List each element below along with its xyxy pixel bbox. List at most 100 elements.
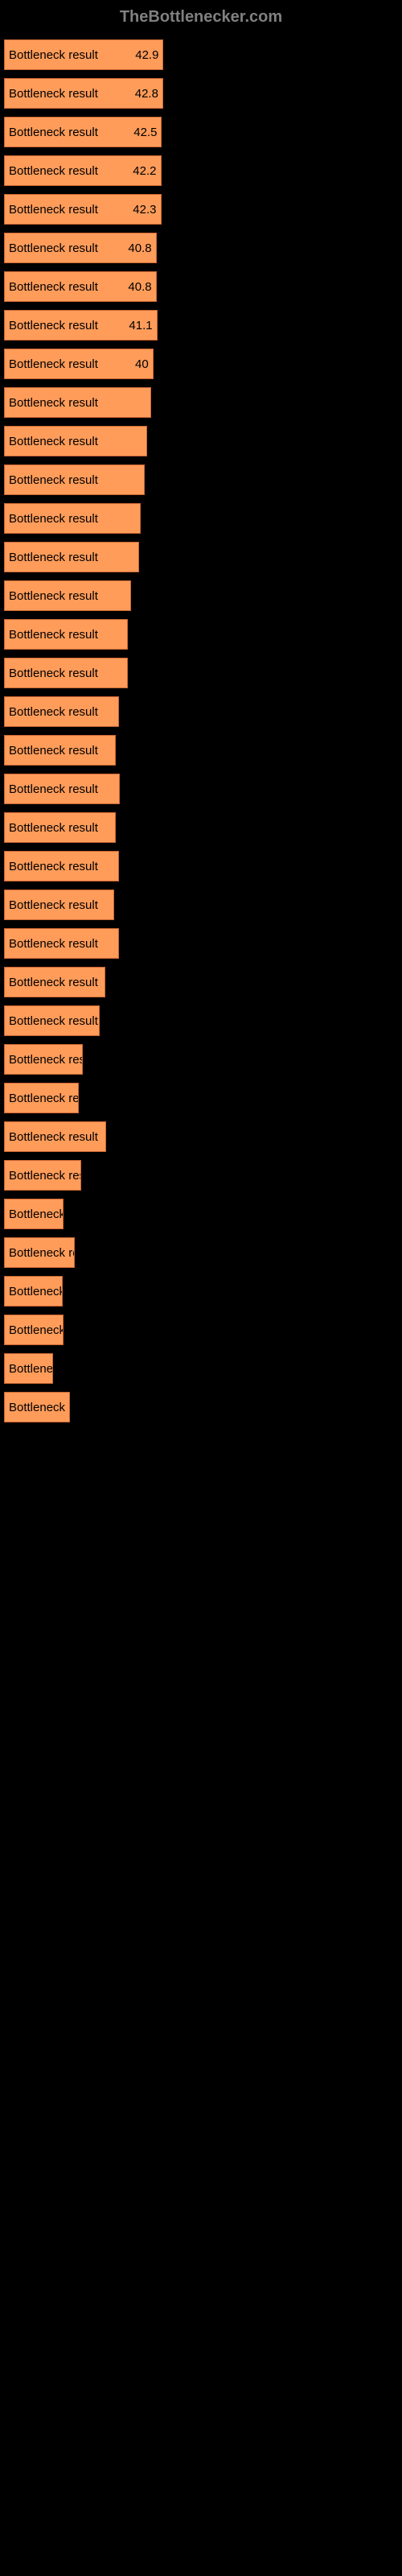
bar-wrapper: Bottleneck result	[4, 580, 398, 611]
bar: Bottleneck result	[4, 928, 119, 959]
bar-inner-label: Bottleneck result	[9, 242, 98, 255]
bar-inner-label: Bottleneck result	[9, 782, 98, 796]
bar-row: Bottleneck result	[4, 1271, 398, 1307]
bar-inner-label: Bottleneck result	[9, 860, 98, 873]
bar-wrapper: Bottleneck result	[4, 1083, 398, 1113]
bar-wrapper: Bottleneck result40.8	[4, 233, 398, 263]
bar-row: Bottleneck result	[4, 576, 398, 611]
bar-inner-label: Bottleneck result	[9, 1401, 70, 1414]
bar-row: Bottleneck result42.2	[4, 151, 398, 186]
bar-row: Bottleneck result	[4, 730, 398, 766]
bar: Bottleneck result	[4, 735, 116, 766]
bar: Bottleneck result40	[4, 349, 154, 379]
bar: Bottleneck result	[4, 1199, 64, 1229]
bar: Bottleneck result	[4, 387, 151, 418]
bar-row: Bottleneck result40	[4, 344, 398, 379]
bar-row: Bottleneck result42.5	[4, 112, 398, 147]
bar-inner-label: Bottleneck result	[9, 203, 98, 217]
bar-inner-label: Bottleneck result	[9, 1169, 81, 1183]
bar-value: 40.8	[128, 280, 151, 294]
bar-row: Bottleneck result 40.8	[4, 266, 398, 302]
bar-wrapper: Bottleneck result42.2	[4, 155, 398, 186]
bar-wrapper: Bottleneck result	[4, 464, 398, 495]
bar-row: Bottleneck result	[4, 1387, 398, 1422]
bar-wrapper: Bottleneck result 42.3	[4, 194, 398, 225]
bar-value: 42.3	[133, 203, 156, 217]
bar-row: Bottleneck result 42.3	[4, 189, 398, 225]
bar: Bottleneck result	[4, 1392, 70, 1422]
bar-row: Bottleneck result	[4, 1194, 398, 1229]
bar-wrapper: Bottleneck result	[4, 1276, 398, 1307]
bar: Bottleneck result	[4, 1353, 53, 1384]
bar-wrapper: Bottleneck result40	[4, 349, 398, 379]
bar: Bottleneck result	[4, 580, 131, 611]
bar-wrapper: Bottleneck result	[4, 503, 398, 534]
bar-inner-label: Bottleneck result	[9, 1323, 64, 1337]
bar: Bottleneck result	[4, 1276, 63, 1307]
bar: Bottleneck result	[4, 812, 116, 843]
bar: Bottleneck result	[4, 851, 119, 881]
bar-inner-label: Bottleneck result	[9, 1014, 98, 1028]
bar-inner-label: Bottleneck result	[9, 396, 98, 410]
bar-inner-label: Bottleneck result	[9, 435, 98, 448]
bar-inner-label: Bottleneck result	[9, 705, 98, 719]
bar: Bottleneck result	[4, 1160, 81, 1191]
bar-row: Bottleneck result	[4, 1001, 398, 1036]
bar-wrapper: Bottleneck result	[4, 1237, 398, 1268]
bar: Bottleneck result	[4, 1237, 75, 1268]
bar-inner-label: Bottleneck result	[9, 87, 98, 101]
bar-inner-label: Bottleneck result	[9, 164, 98, 178]
bar-row: Bottleneck result	[4, 421, 398, 456]
bar-wrapper: Bottleneck result	[4, 658, 398, 688]
bar-inner-label: Bottleneck result	[9, 357, 98, 371]
bar-row: Bottleneck result	[4, 769, 398, 804]
bar-wrapper: Bottleneck result	[4, 426, 398, 456]
bar: Bottleneck result42.8	[4, 78, 163, 109]
bar-wrapper: Bottleneck result	[4, 696, 398, 727]
bar: Bottleneck result41.1	[4, 310, 158, 341]
bar: Bottleneck result	[4, 890, 114, 920]
bar-wrapper: Bottleneck result	[4, 542, 398, 572]
bar-row: Bottleneck result	[4, 1348, 398, 1384]
bar: Bottleneck result	[4, 619, 128, 650]
bar-inner-label: Bottleneck result	[9, 1362, 53, 1376]
bar-inner-label: Bottleneck result	[9, 1285, 63, 1298]
bar-value: 42.9	[135, 48, 158, 62]
bar-inner-label: Bottleneck result	[9, 48, 98, 62]
bar-row: Bottleneck result	[4, 807, 398, 843]
bar-inner-label: Bottleneck result	[9, 1130, 98, 1144]
bar-row: Bottleneck result	[4, 382, 398, 418]
bar: Bottleneck result40.8	[4, 233, 157, 263]
bar-inner-label: Bottleneck result	[9, 1208, 64, 1221]
bar-row: Bottleneck result	[4, 691, 398, 727]
bar-wrapper: Bottleneck result	[4, 1199, 398, 1229]
bar-row: Bottleneck result	[4, 1117, 398, 1152]
bar-row: Bottleneck result40.8	[4, 228, 398, 263]
bar: Bottleneck result	[4, 696, 119, 727]
bar-inner-label: Bottleneck result	[9, 976, 98, 989]
bar-wrapper: Bottleneck result	[4, 1044, 398, 1075]
bar-row: Bottleneck result	[4, 498, 398, 534]
bar-row: Bottleneck result	[4, 923, 398, 959]
bar-inner-label: Bottleneck result	[9, 280, 98, 294]
bar: Bottleneck result	[4, 1044, 83, 1075]
bar: Bottleneck result	[4, 1083, 79, 1113]
bar-wrapper: Bottleneck result42.8	[4, 78, 398, 109]
bar: Bottleneck result	[4, 967, 105, 997]
bar: Bottleneck result	[4, 426, 147, 456]
bar-wrapper: Bottleneck result	[4, 1315, 398, 1345]
bar-row: Bottleneck result	[4, 846, 398, 881]
bar-row: Bottleneck result	[4, 885, 398, 920]
bar: Bottleneck result	[4, 1315, 64, 1345]
bar: Bottleneck result	[4, 542, 139, 572]
bar-wrapper: Bottleneck result 42.9	[4, 39, 398, 70]
bar: Bottleneck result	[4, 1005, 100, 1036]
bar-inner-label: Bottleneck result	[9, 319, 98, 332]
bar-inner-label: Bottleneck result	[9, 937, 98, 951]
bar-inner-label: Bottleneck result	[9, 473, 98, 487]
bar-row: Bottleneck result	[4, 653, 398, 688]
bar-wrapper: Bottleneck result	[4, 774, 398, 804]
bar-row: Bottleneck result	[4, 1039, 398, 1075]
bar-row: Bottleneck result	[4, 1155, 398, 1191]
bar-row: Bottleneck result42.8	[4, 73, 398, 109]
